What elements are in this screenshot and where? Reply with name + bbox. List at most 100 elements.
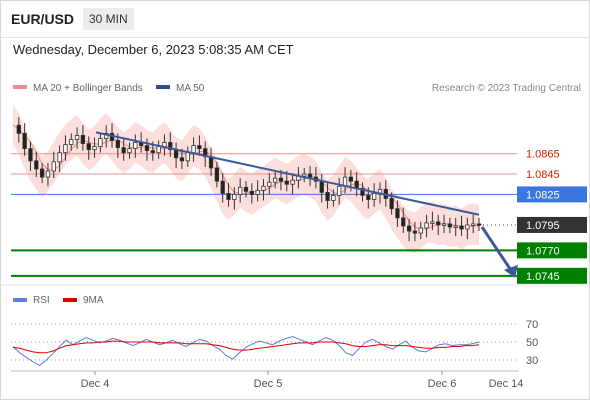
candle [22,132,27,150]
candle [389,198,394,210]
rsi-plot: 70 50 30 [11,319,538,367]
ma50-trendline [95,131,480,216]
candle [459,225,464,230]
ma50-legend-swatch [156,85,170,89]
timestamp: Wednesday, December 6, 2023 5:08:35 AM C… [13,42,294,57]
candle [319,180,324,193]
price-plot: 1.0865 1.0845 1.0825 1.0795 1.0770 1.0745 [11,104,587,284]
candle [249,190,254,195]
price-level-label: 1.0770 [526,245,560,257]
candle [325,191,330,201]
time-tick-label: Dec 4 [81,378,110,390]
candle [39,168,45,178]
candle [16,124,21,134]
candle [80,134,86,144]
candle [156,146,161,154]
candle [238,186,243,195]
candle [69,139,74,145]
projection-arrow-head [504,264,518,278]
time-tick-label: Dec 14 [489,378,524,390]
candle [267,181,272,187]
candle [278,177,284,182]
candle [121,147,126,154]
rsi-ma9-line [12,340,480,354]
rsi-tick-label: 50 [526,337,538,349]
candle [261,185,266,191]
candle [331,195,336,201]
candle [465,224,470,230]
time-axis: Dec 4 Dec 5 Dec 6 Dec 14 [81,371,524,390]
candle [51,161,56,172]
candle [57,152,62,163]
candle [185,152,190,162]
candle [441,223,447,226]
candle [406,225,412,232]
price-level-tag [517,242,587,259]
candle [92,146,97,151]
candle [191,145,196,154]
projection-arrow-shaft [480,226,514,273]
candle [197,145,202,150]
candle [179,157,185,162]
candle [74,134,80,140]
timeframe-button[interactable]: 30 MIN [83,8,134,30]
candle [232,194,237,200]
candle [430,221,435,224]
time-tick-label: Dec 5 [254,378,283,390]
candle [208,156,214,169]
chart-header: EUR/USD 30 MIN [1,1,589,38]
price-level-label: 1.0795 [526,220,560,232]
candle [412,230,418,234]
candle [453,225,458,228]
candle [272,177,278,183]
price-level-label: 1.0745 [526,271,560,283]
candle [284,180,289,185]
candle [133,142,138,150]
candle [63,144,68,154]
candle [447,223,453,228]
rsi-legend-swatch [13,298,27,302]
rsi-line [12,336,480,366]
bollinger-band [13,104,479,254]
candle [337,185,342,196]
candle [302,173,307,177]
price-level-tag [517,186,587,203]
rsi-tick-label: 70 [526,319,538,331]
candle [98,138,103,147]
candle [168,142,173,151]
candle [243,186,249,192]
candle [366,195,371,200]
candle [86,143,91,151]
price-level-tag [517,267,587,284]
ma9-legend-label: 9MA [83,295,104,306]
rsi-legend-label: RSI [33,295,50,306]
candle [28,148,33,162]
candle [255,189,260,195]
credit-label: Research © 2023 Trading Central [432,83,581,94]
time-tick-label: Dec 6 [428,378,457,390]
candle [214,167,220,182]
candle [471,223,476,226]
price-level-label: 1.0845 [526,169,560,181]
rsi-tick-label: 30 [526,355,538,367]
candle [115,140,120,149]
price-level-label: 1.0825 [526,189,560,201]
candle [476,223,482,226]
candle [144,145,150,152]
ma20-legend-label: MA 20 + Bollinger Bands [33,83,143,94]
ma9-legend-swatch [63,298,77,302]
candle [307,173,313,178]
candle [418,227,423,234]
candle [395,208,400,219]
price-level-tag [517,216,587,233]
price-level-label: 1.0865 [526,149,560,161]
candle [220,180,225,194]
candle [401,217,406,227]
candle [360,187,365,196]
candle [372,192,377,200]
symbol-label: EUR/USD [11,11,75,27]
ma20-legend-swatch [13,85,27,89]
candle [150,150,155,154]
